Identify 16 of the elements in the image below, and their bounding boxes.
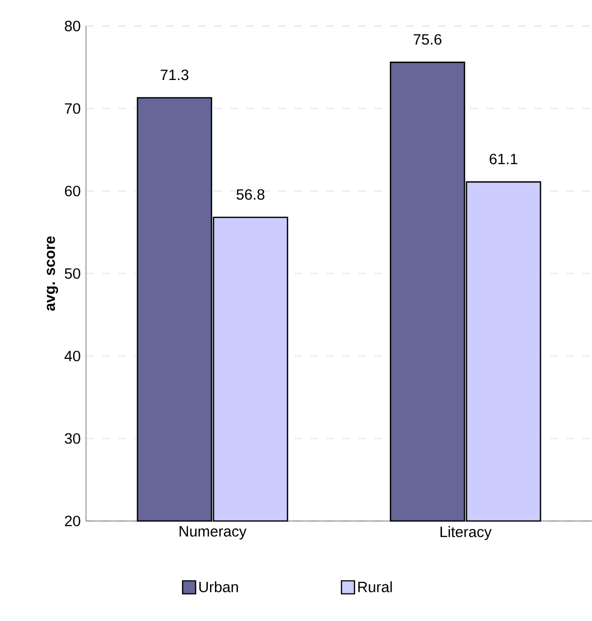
y-tick-label: 30 <box>64 433 80 444</box>
y-tick-label: 40 <box>64 350 80 362</box>
data-label: 61.1 <box>490 154 518 164</box>
data-label: 56.8 <box>236 189 264 200</box>
y-tick-label: 80 <box>64 20 80 32</box>
y-tick-label: 50 <box>64 268 80 279</box>
x-tick-label: Numeracy <box>180 526 246 540</box>
y-tick-label: 60 <box>64 186 80 196</box>
data-label: 71.3 <box>160 70 188 80</box>
legend-label: Urban <box>199 581 238 592</box>
y-axis-title: avg. score <box>46 236 58 311</box>
data-label: 75.6 <box>414 34 442 45</box>
legend-label: Rural <box>358 581 392 592</box>
y-tick-label: 70 <box>64 103 80 114</box>
x-tick-label: Literacy <box>440 526 492 540</box>
y-tick-label: 20 <box>64 516 80 526</box>
